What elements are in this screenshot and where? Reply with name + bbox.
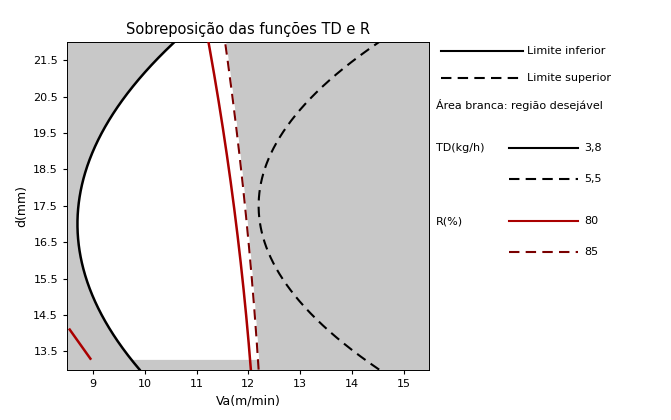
Text: Limite inferior: Limite inferior xyxy=(527,46,606,56)
Y-axis label: d(mm): d(mm) xyxy=(15,185,28,227)
Text: Limite superior: Limite superior xyxy=(527,73,611,83)
Title: Sobreposição das funções TD e R: Sobreposição das funções TD e R xyxy=(126,22,370,37)
Text: 80: 80 xyxy=(584,216,599,226)
X-axis label: Va(m/min): Va(m/min) xyxy=(216,394,280,407)
Text: 3,8: 3,8 xyxy=(584,143,602,153)
Text: 5,5: 5,5 xyxy=(584,174,602,184)
Text: R(%): R(%) xyxy=(436,216,463,226)
Text: Área branca: região desejável: Área branca: região desejável xyxy=(436,100,603,111)
Text: TD(kg/h): TD(kg/h) xyxy=(436,143,484,153)
Text: 85: 85 xyxy=(584,247,599,257)
